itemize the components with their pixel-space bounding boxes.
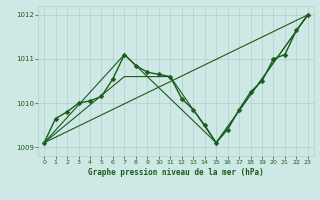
- X-axis label: Graphe pression niveau de la mer (hPa): Graphe pression niveau de la mer (hPa): [88, 168, 264, 177]
